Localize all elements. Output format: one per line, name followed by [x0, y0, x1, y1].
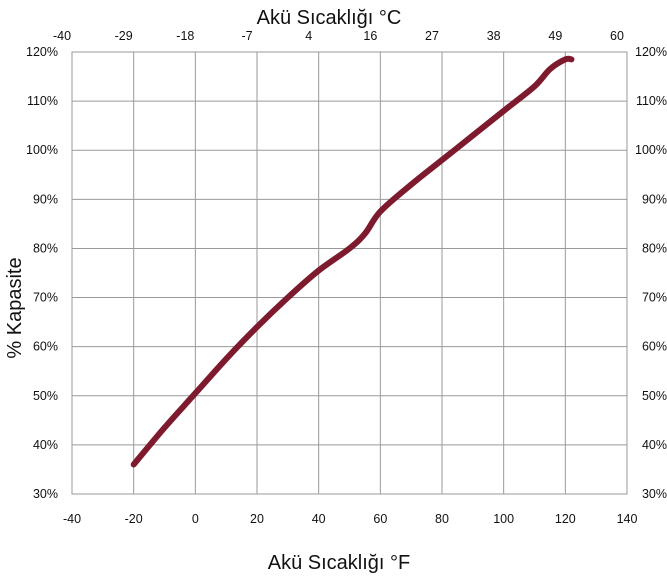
y-tick-label-left: 120% — [26, 45, 58, 59]
y-tick-label-left: 30% — [33, 487, 58, 501]
y-tick-label-right: 80% — [642, 241, 667, 255]
y-tick-label-right: 120% — [635, 45, 667, 59]
x2-tick-label: -7 — [241, 29, 252, 43]
y-tick-label-right: 60% — [642, 340, 667, 354]
y-axis-title: % Kapasite — [4, 257, 26, 358]
x2-tick-label: 60 — [610, 29, 624, 43]
x2-tick-label: -40 — [53, 29, 71, 43]
capacity-series-line — [130, 55, 575, 468]
series-layer — [130, 55, 575, 468]
grid-layer — [71, 51, 628, 495]
y-tick-label-left: 80% — [33, 241, 58, 255]
x-tick-label: 60 — [373, 512, 387, 526]
y-tick-label-right: 70% — [642, 291, 667, 305]
x-tick-label: 0 — [192, 512, 199, 526]
tick-layer: -40 -40 -20 -29 0 -18 20 -7 40 4 60 16 80 27 100 38 120 4… — [26, 29, 667, 526]
y-tick-label-right: 30% — [642, 487, 667, 501]
x2-tick-label: 27 — [425, 29, 439, 43]
y-tick-label-left: 110% — [27, 94, 58, 108]
y-tick-label-right: 100% — [635, 143, 667, 157]
x2-tick-label: 49 — [548, 29, 562, 43]
x-tick-label: 20 — [250, 512, 264, 526]
y-tick-label-right: 50% — [642, 389, 667, 403]
x2-axis-title: Akü Sıcaklığı °C — [257, 7, 402, 29]
x-tick-label: 80 — [435, 512, 449, 526]
x-tick-label: 140 — [617, 512, 638, 526]
x-tick-label: 100 — [493, 512, 514, 526]
x-tick-label: 40 — [312, 512, 326, 526]
y-tick-label-right: 110% — [636, 94, 667, 108]
x2-tick-label: -18 — [176, 29, 194, 43]
y-tick-label-left: 50% — [33, 389, 58, 403]
x2-tick-label: 4 — [305, 29, 312, 43]
y-tick-label-left: 100% — [26, 143, 58, 157]
y-tick-label-left: 70% — [33, 291, 58, 305]
y-tick-label-left: 60% — [33, 340, 58, 354]
x-tick-label: 120 — [555, 512, 576, 526]
plot-frame — [71, 51, 628, 495]
y-tick-label-left: 40% — [33, 438, 58, 452]
y-tick-label-right: 90% — [642, 192, 667, 206]
x2-tick-label: 16 — [363, 29, 377, 43]
x2-tick-label: 38 — [487, 29, 501, 43]
x2-tick-label: -29 — [115, 29, 133, 43]
x-tick-label: -20 — [125, 512, 143, 526]
x-tick-label: -40 — [63, 512, 81, 526]
y-tick-label-right: 40% — [642, 438, 667, 452]
y-tick-label-left: 90% — [33, 192, 58, 206]
x-axis-title: Akü Sıcaklığı °F — [268, 552, 411, 574]
